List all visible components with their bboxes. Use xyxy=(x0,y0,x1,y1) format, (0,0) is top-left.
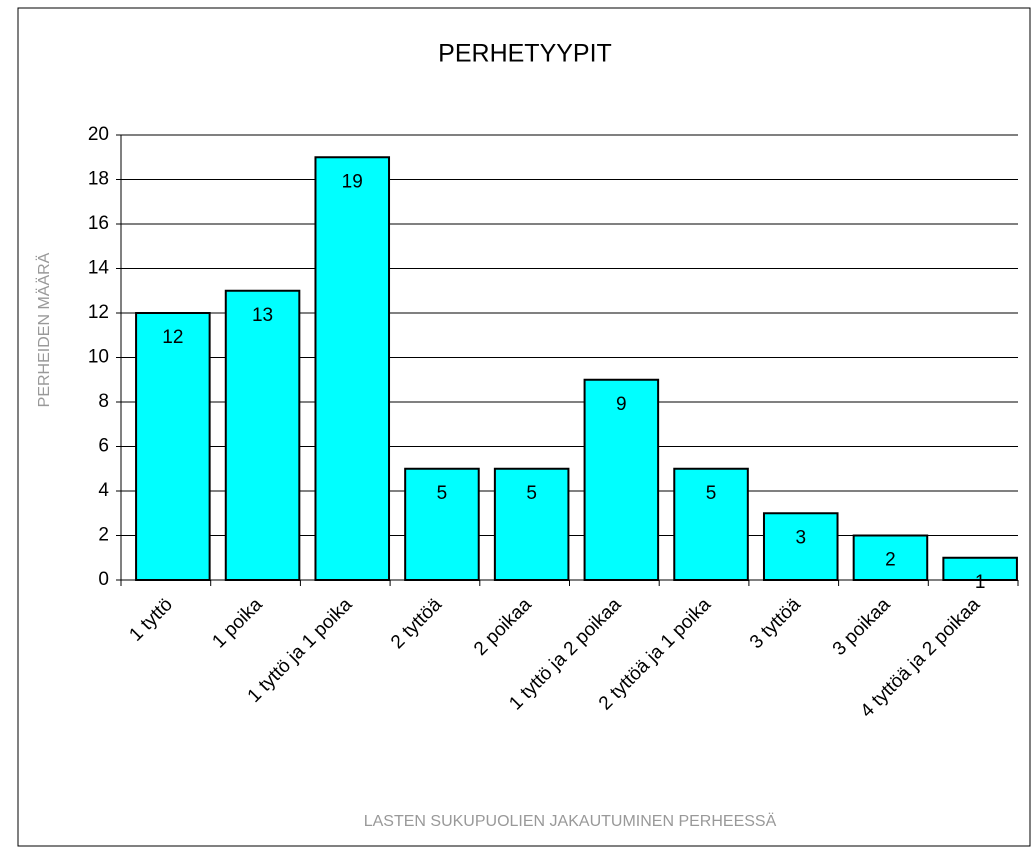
bar xyxy=(314,156,391,581)
y-tick-label: 20 xyxy=(88,124,109,145)
bar xyxy=(224,289,301,581)
bar xyxy=(762,512,839,581)
data-label: 12 xyxy=(162,327,183,348)
y-tick-label: 2 xyxy=(98,525,109,546)
y-tick-label: 8 xyxy=(98,391,109,412)
y-tick-label: 12 xyxy=(88,302,109,323)
data-label: 13 xyxy=(252,305,273,326)
data-label: 1 xyxy=(975,572,986,593)
y-tick-label: 6 xyxy=(98,436,109,457)
y-tick-label: 4 xyxy=(98,480,109,501)
bar xyxy=(404,467,480,581)
data-label: 5 xyxy=(526,483,537,504)
data-label: 2 xyxy=(885,550,896,571)
bar xyxy=(673,467,749,581)
y-tick-label: 0 xyxy=(98,569,109,590)
data-label: 19 xyxy=(342,171,363,192)
data-label: 5 xyxy=(706,483,717,504)
y-tick-label: 14 xyxy=(88,258,110,279)
data-label: 5 xyxy=(437,483,448,504)
data-label: 9 xyxy=(616,394,627,415)
bar xyxy=(852,534,929,581)
bar xyxy=(583,378,660,581)
data-label: 3 xyxy=(795,527,806,548)
y-tick-label: 10 xyxy=(88,347,109,368)
bar xyxy=(135,312,211,581)
x-axis-label: LASTEN SUKUPUOLIEN JAKAUTUMINEN PERHEESS… xyxy=(364,812,777,830)
y-axis-label: PERHEIDEN MÄÄRÄ xyxy=(35,252,53,407)
y-tick-label: 16 xyxy=(88,213,109,234)
bar xyxy=(942,556,1018,581)
bar xyxy=(493,467,570,581)
chart-title: PERHETYYPIT xyxy=(438,40,612,68)
y-tick-label: 18 xyxy=(88,169,109,190)
